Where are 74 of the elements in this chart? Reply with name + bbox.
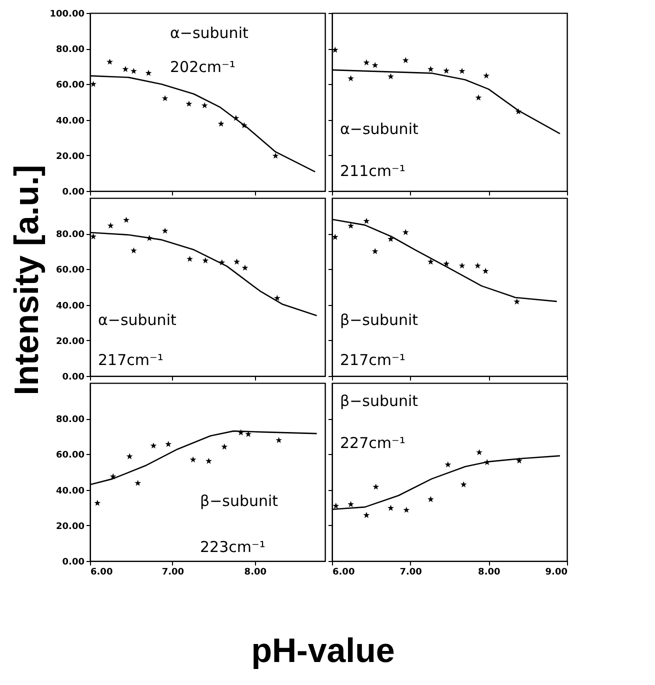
- x-tick-label: 8.00: [244, 568, 267, 578]
- y-tick-label: 80.00: [56, 230, 84, 240]
- point: [474, 262, 481, 269]
- y-tick-label: 40.00: [56, 301, 84, 312]
- point: [483, 72, 490, 79]
- annotation: α−subunit: [170, 24, 248, 42]
- point: [130, 247, 137, 254]
- point: [388, 73, 394, 80]
- point: [272, 152, 279, 159]
- point: [186, 100, 192, 107]
- x-tick-label: 7.00: [162, 568, 184, 578]
- point: [201, 102, 208, 108]
- annotation: 211cm⁻¹: [340, 162, 406, 180]
- point: [428, 66, 434, 72]
- annotation: α−subunit: [340, 120, 418, 138]
- y-tick-label: 80.00: [56, 415, 84, 426]
- x-tick-label: 6.00: [332, 568, 355, 578]
- point: [458, 262, 466, 269]
- point: [123, 216, 130, 223]
- y-tick-label: 60.00: [56, 266, 84, 276]
- point: [274, 294, 280, 301]
- point: [242, 264, 248, 271]
- x-tick-label: 7.00: [400, 568, 422, 578]
- point: [106, 58, 113, 65]
- point: [122, 66, 129, 72]
- point: [186, 256, 193, 262]
- point: [372, 62, 378, 68]
- point: [428, 258, 434, 265]
- annotation: 223cm⁻¹: [200, 538, 266, 556]
- x-tick-label: 6.00: [90, 568, 113, 578]
- point: [475, 94, 482, 100]
- annotation: α−subunit: [98, 311, 176, 329]
- y-axis-title: Intensity [a.u.]: [8, 164, 46, 396]
- point: [348, 222, 354, 229]
- x-tick-label: 8.00: [478, 568, 500, 578]
- point: [162, 95, 168, 102]
- point: [363, 59, 370, 66]
- annotation: 227cm⁻¹: [340, 434, 406, 452]
- y-tick-label: 40.00: [56, 116, 84, 126]
- x-tick-label: 9.00: [545, 568, 568, 578]
- point: [130, 68, 137, 74]
- annotation: 217cm⁻¹: [98, 351, 164, 369]
- point: [107, 222, 114, 228]
- point: [202, 257, 209, 264]
- point: [234, 258, 240, 265]
- y-tick-label: 20.00: [56, 522, 84, 532]
- point: [458, 68, 466, 74]
- point: [363, 218, 370, 224]
- y-tick-label: 20.00: [56, 152, 84, 162]
- point: [514, 298, 520, 304]
- y-tick-label: 60.00: [56, 80, 84, 91]
- point: [402, 229, 409, 236]
- point: [402, 56, 409, 64]
- annotation: 202cm⁻¹: [170, 58, 236, 76]
- y-tick-label: 0.00: [62, 558, 84, 568]
- point: [162, 228, 168, 234]
- y-tick-label: 100.00: [50, 10, 84, 20]
- annotation: β−subunit: [200, 492, 278, 510]
- point: [372, 248, 378, 254]
- point: [348, 75, 354, 82]
- point: [443, 67, 450, 74]
- point: [482, 268, 489, 274]
- x-axis-title: pH-value: [251, 632, 395, 670]
- y-tick-label: 60.00: [56, 450, 84, 461]
- point: [145, 70, 152, 76]
- y-tick-label: 20.00: [56, 336, 84, 347]
- point: [218, 120, 224, 127]
- y-tick-label: 0.00: [62, 372, 84, 382]
- annotation: β−subunit: [340, 392, 418, 410]
- y-tick-label: 80.00: [56, 45, 84, 56]
- y-tick-label: 0.00: [62, 188, 84, 198]
- annotation: β−subunit: [340, 311, 418, 329]
- y-tick-label: 40.00: [56, 486, 84, 496]
- annotation: 217cm⁻¹: [340, 351, 406, 369]
